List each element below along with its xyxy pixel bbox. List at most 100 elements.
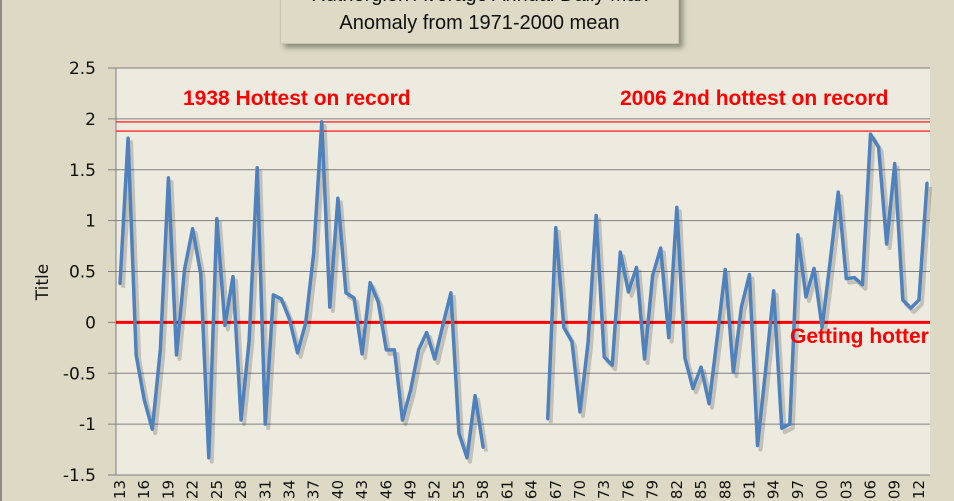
data-point xyxy=(207,456,211,460)
x-tick-label: 52 xyxy=(426,480,444,499)
data-point xyxy=(683,356,687,360)
x-tick-label: 97 xyxy=(789,480,807,499)
data-point xyxy=(247,339,251,343)
data-point xyxy=(788,422,792,426)
series-line-shadow xyxy=(121,123,489,464)
data-point xyxy=(667,336,671,340)
data-point xyxy=(336,196,340,200)
title-line-1: Rutherglen Average Annual Daily Max xyxy=(281,0,678,9)
data-point xyxy=(828,259,832,263)
data-point xyxy=(457,431,461,435)
data-point xyxy=(852,276,856,280)
y-tick-label: -0.5 xyxy=(63,364,96,384)
data-point xyxy=(376,300,380,304)
data-point xyxy=(287,317,291,321)
data-point xyxy=(409,389,413,393)
data-point xyxy=(747,273,751,277)
x-tick-label: 67 xyxy=(547,480,565,499)
data-point xyxy=(263,422,267,426)
chart-title: Rutherglen Average Annual Daily Max Anom… xyxy=(280,0,679,44)
data-point xyxy=(594,214,598,218)
data-point xyxy=(618,250,622,254)
data-point xyxy=(756,443,760,447)
x-tick-label: 28 xyxy=(232,480,250,499)
data-point xyxy=(739,305,743,309)
data-point xyxy=(417,348,421,352)
data-point xyxy=(723,267,727,271)
data-point xyxy=(707,402,711,406)
x-tick-label: 49 xyxy=(402,480,420,499)
data-point xyxy=(764,368,768,372)
data-point xyxy=(400,418,404,422)
data-point xyxy=(659,246,663,250)
data-point xyxy=(772,289,776,293)
x-tick-label: 12 xyxy=(910,480,928,499)
x-tick-label: 76 xyxy=(619,480,637,499)
data-point xyxy=(481,446,485,450)
data-point xyxy=(901,298,905,302)
data-point xyxy=(586,341,590,345)
data-point xyxy=(126,136,130,140)
x-tick-label: 25 xyxy=(208,480,226,499)
x-tick-label: 88 xyxy=(716,480,734,499)
data-point xyxy=(885,242,889,246)
data-point xyxy=(312,251,316,255)
data-point xyxy=(796,233,800,237)
x-tick-label: 79 xyxy=(644,480,662,499)
data-point xyxy=(804,295,808,299)
x-tick-label: 43 xyxy=(353,480,371,499)
y-tick-label: 2.5 xyxy=(69,59,96,79)
x-tick-label: 40 xyxy=(329,480,347,499)
annotation-1938: 1938 Hottest on record xyxy=(183,87,411,110)
data-point xyxy=(602,355,606,359)
data-point xyxy=(562,325,566,329)
data-point xyxy=(570,340,574,344)
x-tick-label: 19 xyxy=(159,480,177,499)
x-tick-label: 94 xyxy=(765,480,783,499)
x-tick-label: 03 xyxy=(837,480,855,499)
data-point xyxy=(917,298,921,302)
title-line-2: Anomaly from 1971-2000 mean xyxy=(339,12,620,34)
data-point xyxy=(925,181,929,185)
x-tick-label: 58 xyxy=(474,480,492,499)
y-tick-label: -1.5 xyxy=(63,466,96,486)
x-tick-label: 91 xyxy=(740,480,758,499)
data-point xyxy=(199,272,203,276)
data-point xyxy=(715,336,719,340)
y-tick-label: 2 xyxy=(85,110,96,130)
x-tick-label: 22 xyxy=(184,480,202,499)
annotation-2006: 2006 2nd hottest on record xyxy=(620,87,888,110)
x-tick-label: 46 xyxy=(377,480,395,499)
data-point xyxy=(869,132,873,136)
data-point xyxy=(691,387,695,391)
data-point xyxy=(344,291,348,295)
series-line xyxy=(545,132,929,448)
data-point xyxy=(368,281,372,285)
data-point xyxy=(441,323,445,327)
data-point xyxy=(328,305,332,309)
data-point xyxy=(473,394,477,398)
data-point xyxy=(433,357,437,361)
data-point xyxy=(675,205,679,209)
series-line-shadow xyxy=(548,136,932,452)
data-point xyxy=(384,348,388,352)
x-tick-label: 70 xyxy=(571,480,589,499)
y-tick-label: -1 xyxy=(79,415,96,435)
data-point xyxy=(699,365,703,369)
x-tick-label: 64 xyxy=(523,480,541,499)
data-point xyxy=(643,357,647,361)
x-tick-label: 37 xyxy=(305,480,323,499)
x-tick-label: 73 xyxy=(595,480,613,499)
x-tick-label: 61 xyxy=(498,480,516,499)
data-point xyxy=(651,274,655,278)
data-point xyxy=(320,120,324,124)
data-point xyxy=(392,348,396,352)
x-tick-label: 00 xyxy=(813,480,831,499)
x-tick-label: 06 xyxy=(862,480,880,499)
data-point xyxy=(812,266,816,270)
series-line xyxy=(118,120,485,460)
data-point xyxy=(909,306,913,310)
data-point xyxy=(860,283,864,287)
data-point xyxy=(118,282,122,286)
x-tick-label: 31 xyxy=(256,480,274,499)
